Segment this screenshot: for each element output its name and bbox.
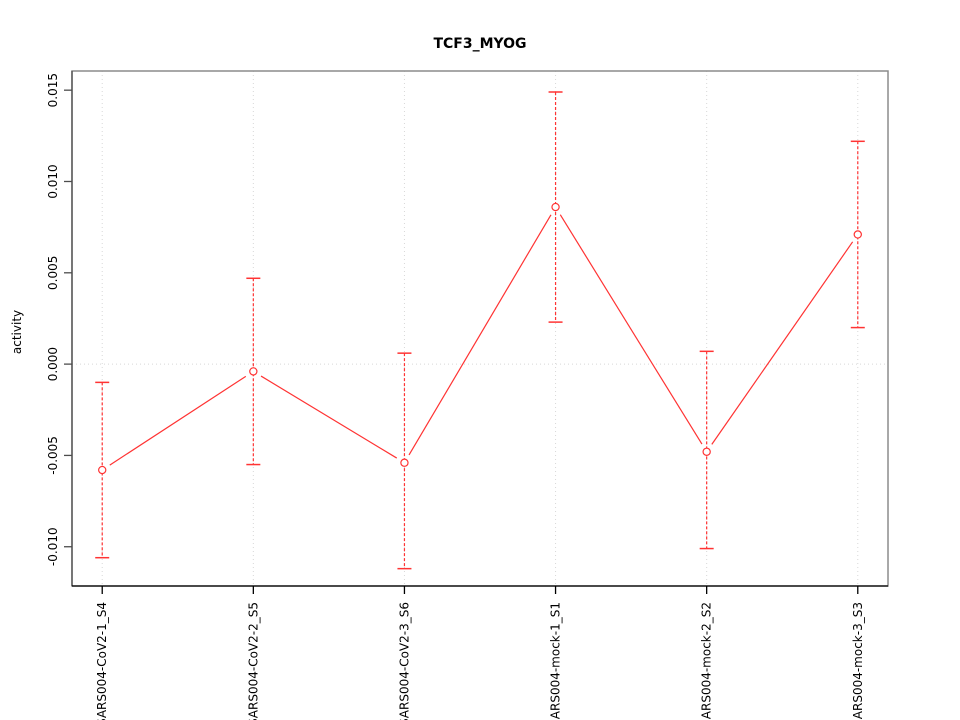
x-tick-label: SARS004-mock-2_S2 bbox=[700, 602, 714, 720]
data-point bbox=[400, 458, 409, 467]
data-point bbox=[551, 202, 560, 212]
series-segment bbox=[109, 375, 247, 466]
y-tick-label: 0.015 bbox=[46, 73, 60, 107]
x-tick-label: SARS004-CoV2-1_S4 bbox=[95, 602, 109, 720]
y-tick-label: -0.005 bbox=[46, 436, 60, 475]
gridlines-layer bbox=[72, 71, 888, 586]
data-series-layer bbox=[95, 91, 865, 570]
x-tick-label: SARS004-CoV2-3_S6 bbox=[397, 602, 411, 720]
series-segment bbox=[408, 214, 552, 456]
x-tick-label: SARS004-mock-1_S1 bbox=[549, 602, 563, 720]
y-tick-label: 0.005 bbox=[46, 256, 60, 290]
data-point bbox=[853, 230, 862, 239]
x-tick-label: SARS004-CoV2-2_S5 bbox=[246, 602, 260, 720]
data-point bbox=[249, 367, 258, 376]
series-segment bbox=[559, 214, 703, 445]
y-axis-label: activity bbox=[10, 310, 24, 354]
x-tick-label: SARS004-mock-3_S3 bbox=[851, 602, 865, 720]
plot-box bbox=[71, 70, 889, 587]
chart-title: TCF3_MYOG bbox=[433, 36, 526, 52]
data-point bbox=[98, 465, 107, 475]
axes-layer: 0.015 0.010 0.005 0.000 -0.005 -0.010 SARS004-… bbox=[46, 70, 889, 720]
y-tick-label: 0.000 bbox=[46, 347, 60, 381]
data-point bbox=[702, 447, 711, 456]
y-tick-label: 0.010 bbox=[46, 164, 60, 198]
y-tick-label: -0.010 bbox=[46, 527, 60, 566]
series-segment bbox=[260, 375, 398, 459]
series-segment bbox=[711, 241, 854, 445]
